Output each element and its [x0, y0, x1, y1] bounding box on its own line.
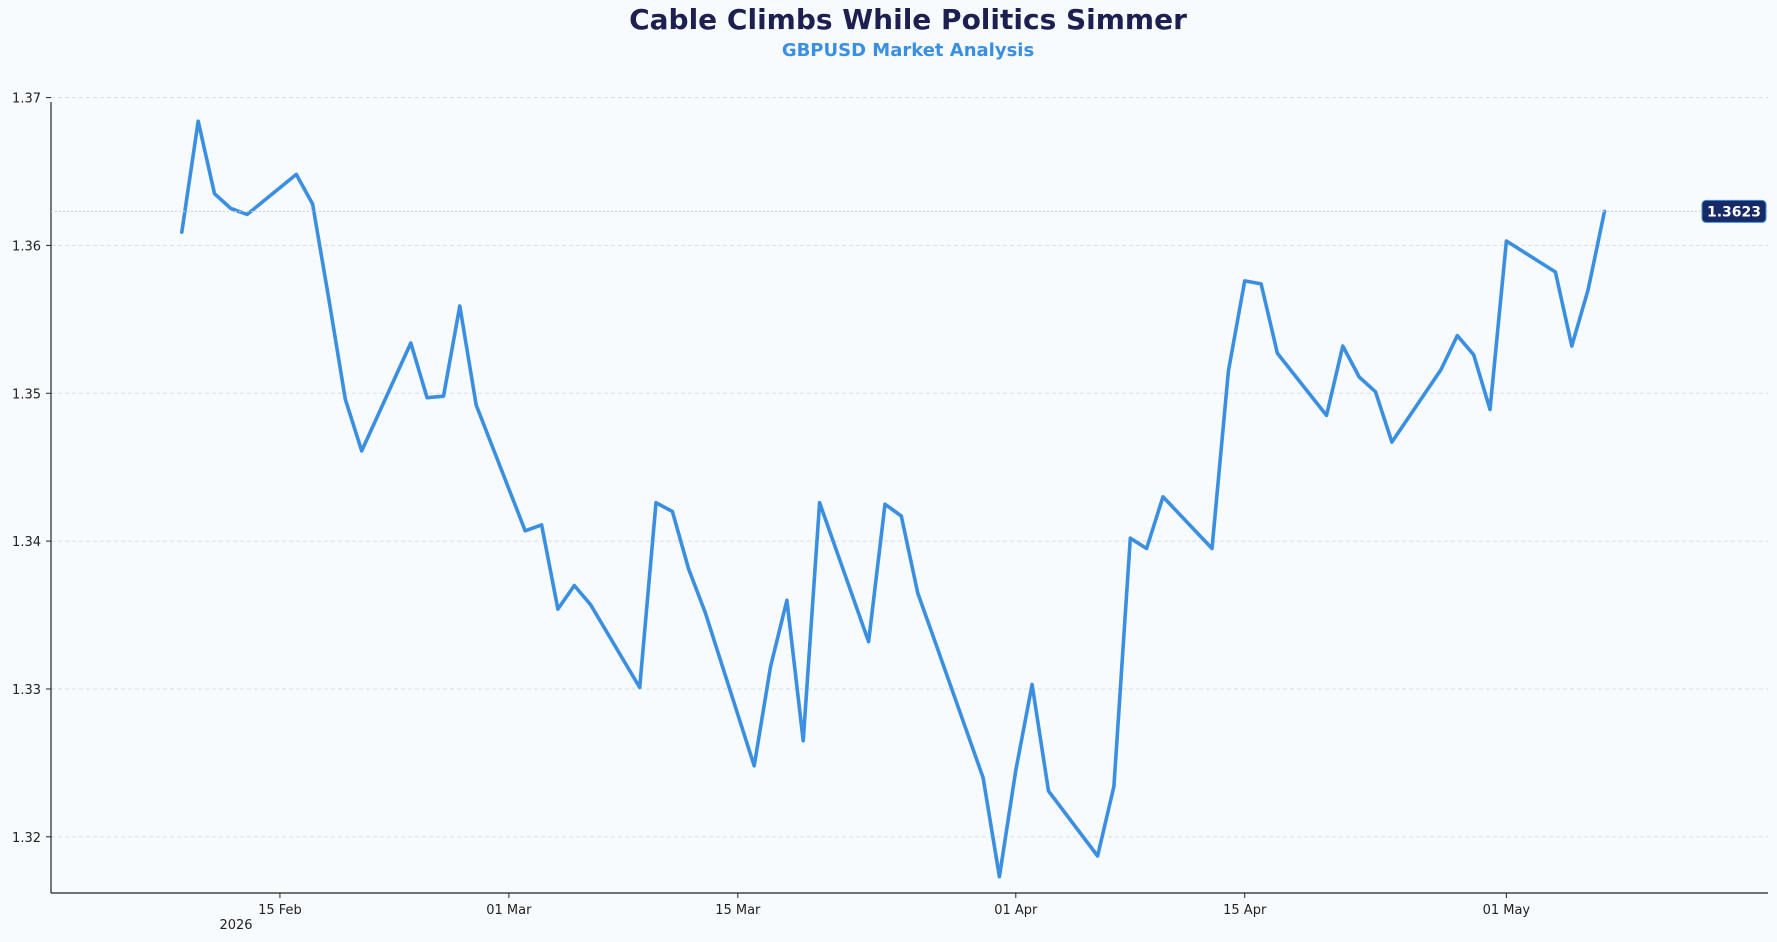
chart-subtitle: GBPUSD Market Analysis — [781, 40, 1035, 61]
x-tick-label: 01 Apr — [994, 903, 1038, 918]
x-tick-label: 15 Apr — [1223, 903, 1267, 918]
x-tick-label: 01 May — [1483, 903, 1531, 918]
y-ticks: 1.32 1.33 1.34 1.35 1.36 1.37 — [12, 92, 51, 846]
x-tick-label: 15 Feb — [258, 903, 302, 918]
y-tick-label: 1.32 — [12, 831, 41, 846]
last-value-label: 1.3623 — [1707, 204, 1761, 220]
last-value-badge: 1.3623 — [51, 199, 1768, 223]
x-ticks: 15 Feb 01 Mar 15 Mar 01 Apr 15 Apr 01 May — [258, 893, 1530, 918]
chart-title: Cable Climbs While Politics Simmer — [629, 3, 1187, 36]
series-layer — [180, 119, 1607, 879]
series-line — [180, 119, 1607, 879]
y-tick-label: 1.34 — [12, 535, 41, 550]
y-tick-label: 1.33 — [12, 683, 41, 698]
y-tick-label: 1.36 — [12, 239, 41, 254]
y-tick-label: 1.35 — [12, 387, 41, 402]
y-tick-label: 1.37 — [12, 92, 41, 107]
grid-lines — [51, 97, 1768, 838]
x-tick-label: 01 Mar — [486, 903, 532, 918]
axes — [50, 102, 1768, 894]
x-tick-label: 15 Mar — [715, 903, 761, 918]
last-value-badge-box — [1701, 199, 1767, 223]
x-year-label: 2026 — [219, 918, 252, 933]
